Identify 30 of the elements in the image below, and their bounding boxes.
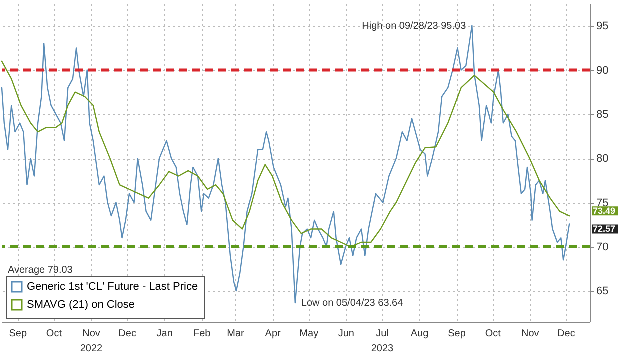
annotation: High on 09/28/23 95.03 bbox=[362, 20, 467, 32]
y-tick-label: 80 bbox=[596, 153, 609, 166]
x-tick-label: Jul 2023 bbox=[371, 328, 394, 354]
x-tick-label: Jun bbox=[338, 328, 354, 340]
x-tick-label: Nov 2022 bbox=[80, 328, 104, 354]
x-tick-label: Sep bbox=[448, 328, 466, 340]
x-tick-label: Dec bbox=[118, 328, 136, 340]
y-tick-label: 90 bbox=[596, 64, 609, 77]
legend-label: SMAVG (21) on Close bbox=[27, 299, 136, 311]
x-tick-label: Oct bbox=[485, 328, 502, 340]
y-tick-label: 65 bbox=[596, 286, 609, 298]
y-tick-label: 95 bbox=[596, 20, 609, 33]
legend-label: Generic 1st 'CL' Future - Last Price bbox=[27, 281, 198, 293]
x-tick-label: Aug bbox=[410, 328, 429, 340]
y-tick-label: 70 bbox=[596, 241, 609, 254]
line-series bbox=[1, 60, 570, 248]
x-tick-label: Jan bbox=[156, 328, 173, 340]
annotation: 73.49 bbox=[593, 206, 616, 216]
x-tick-label: May bbox=[300, 328, 319, 340]
x-tick-label: Feb bbox=[193, 328, 212, 340]
annotation: Low on 05/04/23 63.64 bbox=[301, 298, 404, 310]
x-tick-label: Mar bbox=[227, 328, 246, 340]
y-tick-label: 85 bbox=[596, 108, 609, 121]
annotation: 72.57 bbox=[593, 224, 616, 234]
x-tick-label: Dec bbox=[558, 328, 576, 340]
x-tick-label: Oct bbox=[46, 328, 62, 340]
annotation: Average 79.03 bbox=[8, 265, 74, 276]
x-tick-label: Apr bbox=[265, 328, 282, 340]
x-tick-label: Sep bbox=[9, 328, 28, 340]
x-tick-label: Nov bbox=[521, 328, 540, 340]
